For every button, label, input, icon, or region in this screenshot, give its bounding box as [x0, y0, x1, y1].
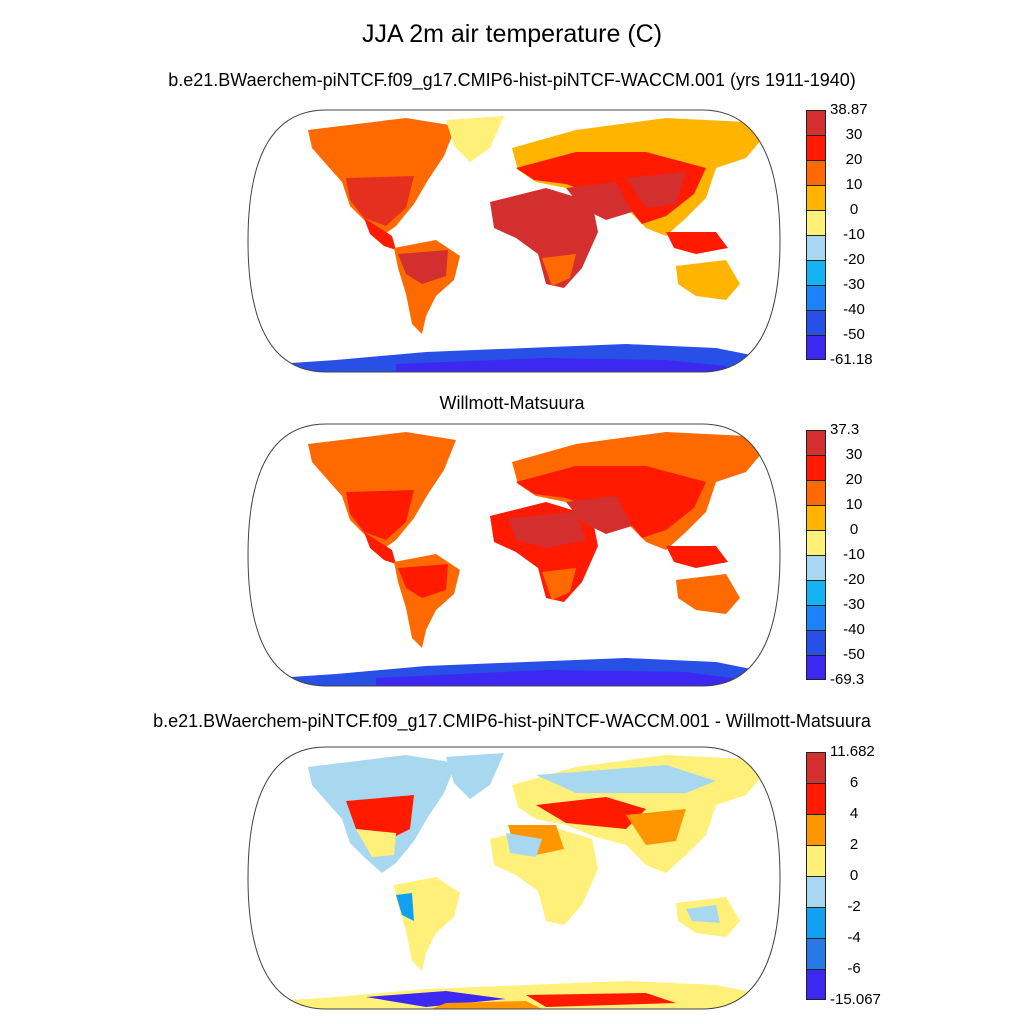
colorbar-segment — [806, 580, 826, 605]
colorbar-label: -61.18 — [830, 351, 873, 368]
colorbar-label: 10 — [845, 496, 863, 513]
colorbar-label: 4 — [849, 805, 859, 822]
colorbar-segment — [806, 260, 826, 285]
colorbar-label: 6 — [849, 774, 859, 791]
colorbar-segment — [806, 752, 826, 783]
colorbar-segment — [806, 555, 826, 580]
panel-3-map — [247, 746, 781, 1010]
colorbar-segment — [806, 530, 826, 555]
colorbar-segment — [806, 110, 826, 135]
colorbar-label: 10 — [845, 176, 863, 193]
colorbar-label: -10 — [843, 546, 865, 563]
colorbar-segment — [806, 455, 826, 480]
colorbar-label: 0 — [849, 201, 859, 218]
colorbar-segment — [806, 135, 826, 160]
colorbar-label: -15.067 — [830, 991, 881, 1008]
panel-1-title: b.e21.BWaerchem-piNTCF.f09_g17.CMIP6-his… — [168, 70, 856, 90]
figure-title: JJA 2m air temperature (C) — [361, 20, 663, 48]
colorbar-segment — [806, 160, 826, 185]
colorbar-segment — [806, 210, 826, 235]
colorbar-segment — [806, 783, 826, 814]
colorbar-label: 20 — [845, 151, 863, 168]
colorbar-segment — [806, 430, 826, 455]
colorbar-label: -6 — [847, 960, 861, 977]
colorbar-label: 37.3 — [830, 421, 860, 438]
colorbar-label: -30 — [843, 276, 865, 293]
colorbar-label: 30 — [845, 446, 863, 463]
panel-3-colorbar — [806, 752, 826, 1000]
colorbar-segment — [806, 938, 826, 969]
panel-2-map — [247, 423, 781, 687]
colorbar-label: 0 — [849, 521, 859, 538]
colorbar-label: -40 — [843, 621, 865, 638]
colorbar-label: 30 — [845, 126, 863, 143]
colorbar-segment — [806, 310, 826, 335]
colorbar-label: -30 — [843, 596, 865, 613]
colorbar-label: 2 — [849, 836, 859, 853]
colorbar-label: -2 — [847, 898, 861, 915]
panel-1-colorbar — [806, 110, 826, 360]
colorbar-segment — [806, 655, 826, 680]
colorbar-segment — [806, 335, 826, 360]
colorbar-segment — [806, 605, 826, 630]
colorbar-label: 20 — [845, 471, 863, 488]
colorbar-label: -40 — [843, 301, 865, 318]
colorbar-segment — [806, 969, 826, 1000]
colorbar-segment — [806, 185, 826, 210]
colorbar-segment — [806, 814, 826, 845]
colorbar-label: -69.3 — [830, 671, 865, 688]
colorbar-label: -50 — [843, 326, 865, 343]
colorbar-segment — [806, 235, 826, 260]
panel-1-map — [247, 109, 781, 373]
colorbar-segment — [806, 845, 826, 876]
colorbar-segment — [806, 505, 826, 530]
colorbar-label: -20 — [843, 251, 865, 268]
colorbar-label: -10 — [843, 226, 865, 243]
panel-2-colorbar — [806, 430, 826, 680]
panel-3-title: b.e21.BWaerchem-piNTCF.f09_g17.CMIP6-his… — [153, 711, 871, 731]
colorbar-segment — [806, 907, 826, 938]
colorbar-segment — [806, 285, 826, 310]
colorbar-label: -50 — [843, 646, 865, 663]
colorbar-label: 11.682 — [830, 743, 875, 760]
colorbar-label: -20 — [843, 571, 865, 588]
colorbar-label: 38.87 — [830, 101, 868, 118]
colorbar-label: -4 — [847, 929, 861, 946]
colorbar-segment — [806, 480, 826, 505]
colorbar-segment — [806, 630, 826, 655]
colorbar-segment — [806, 876, 826, 907]
colorbar-label: 0 — [849, 867, 859, 884]
panel-2-title: Willmott-Matsuura — [439, 393, 585, 413]
